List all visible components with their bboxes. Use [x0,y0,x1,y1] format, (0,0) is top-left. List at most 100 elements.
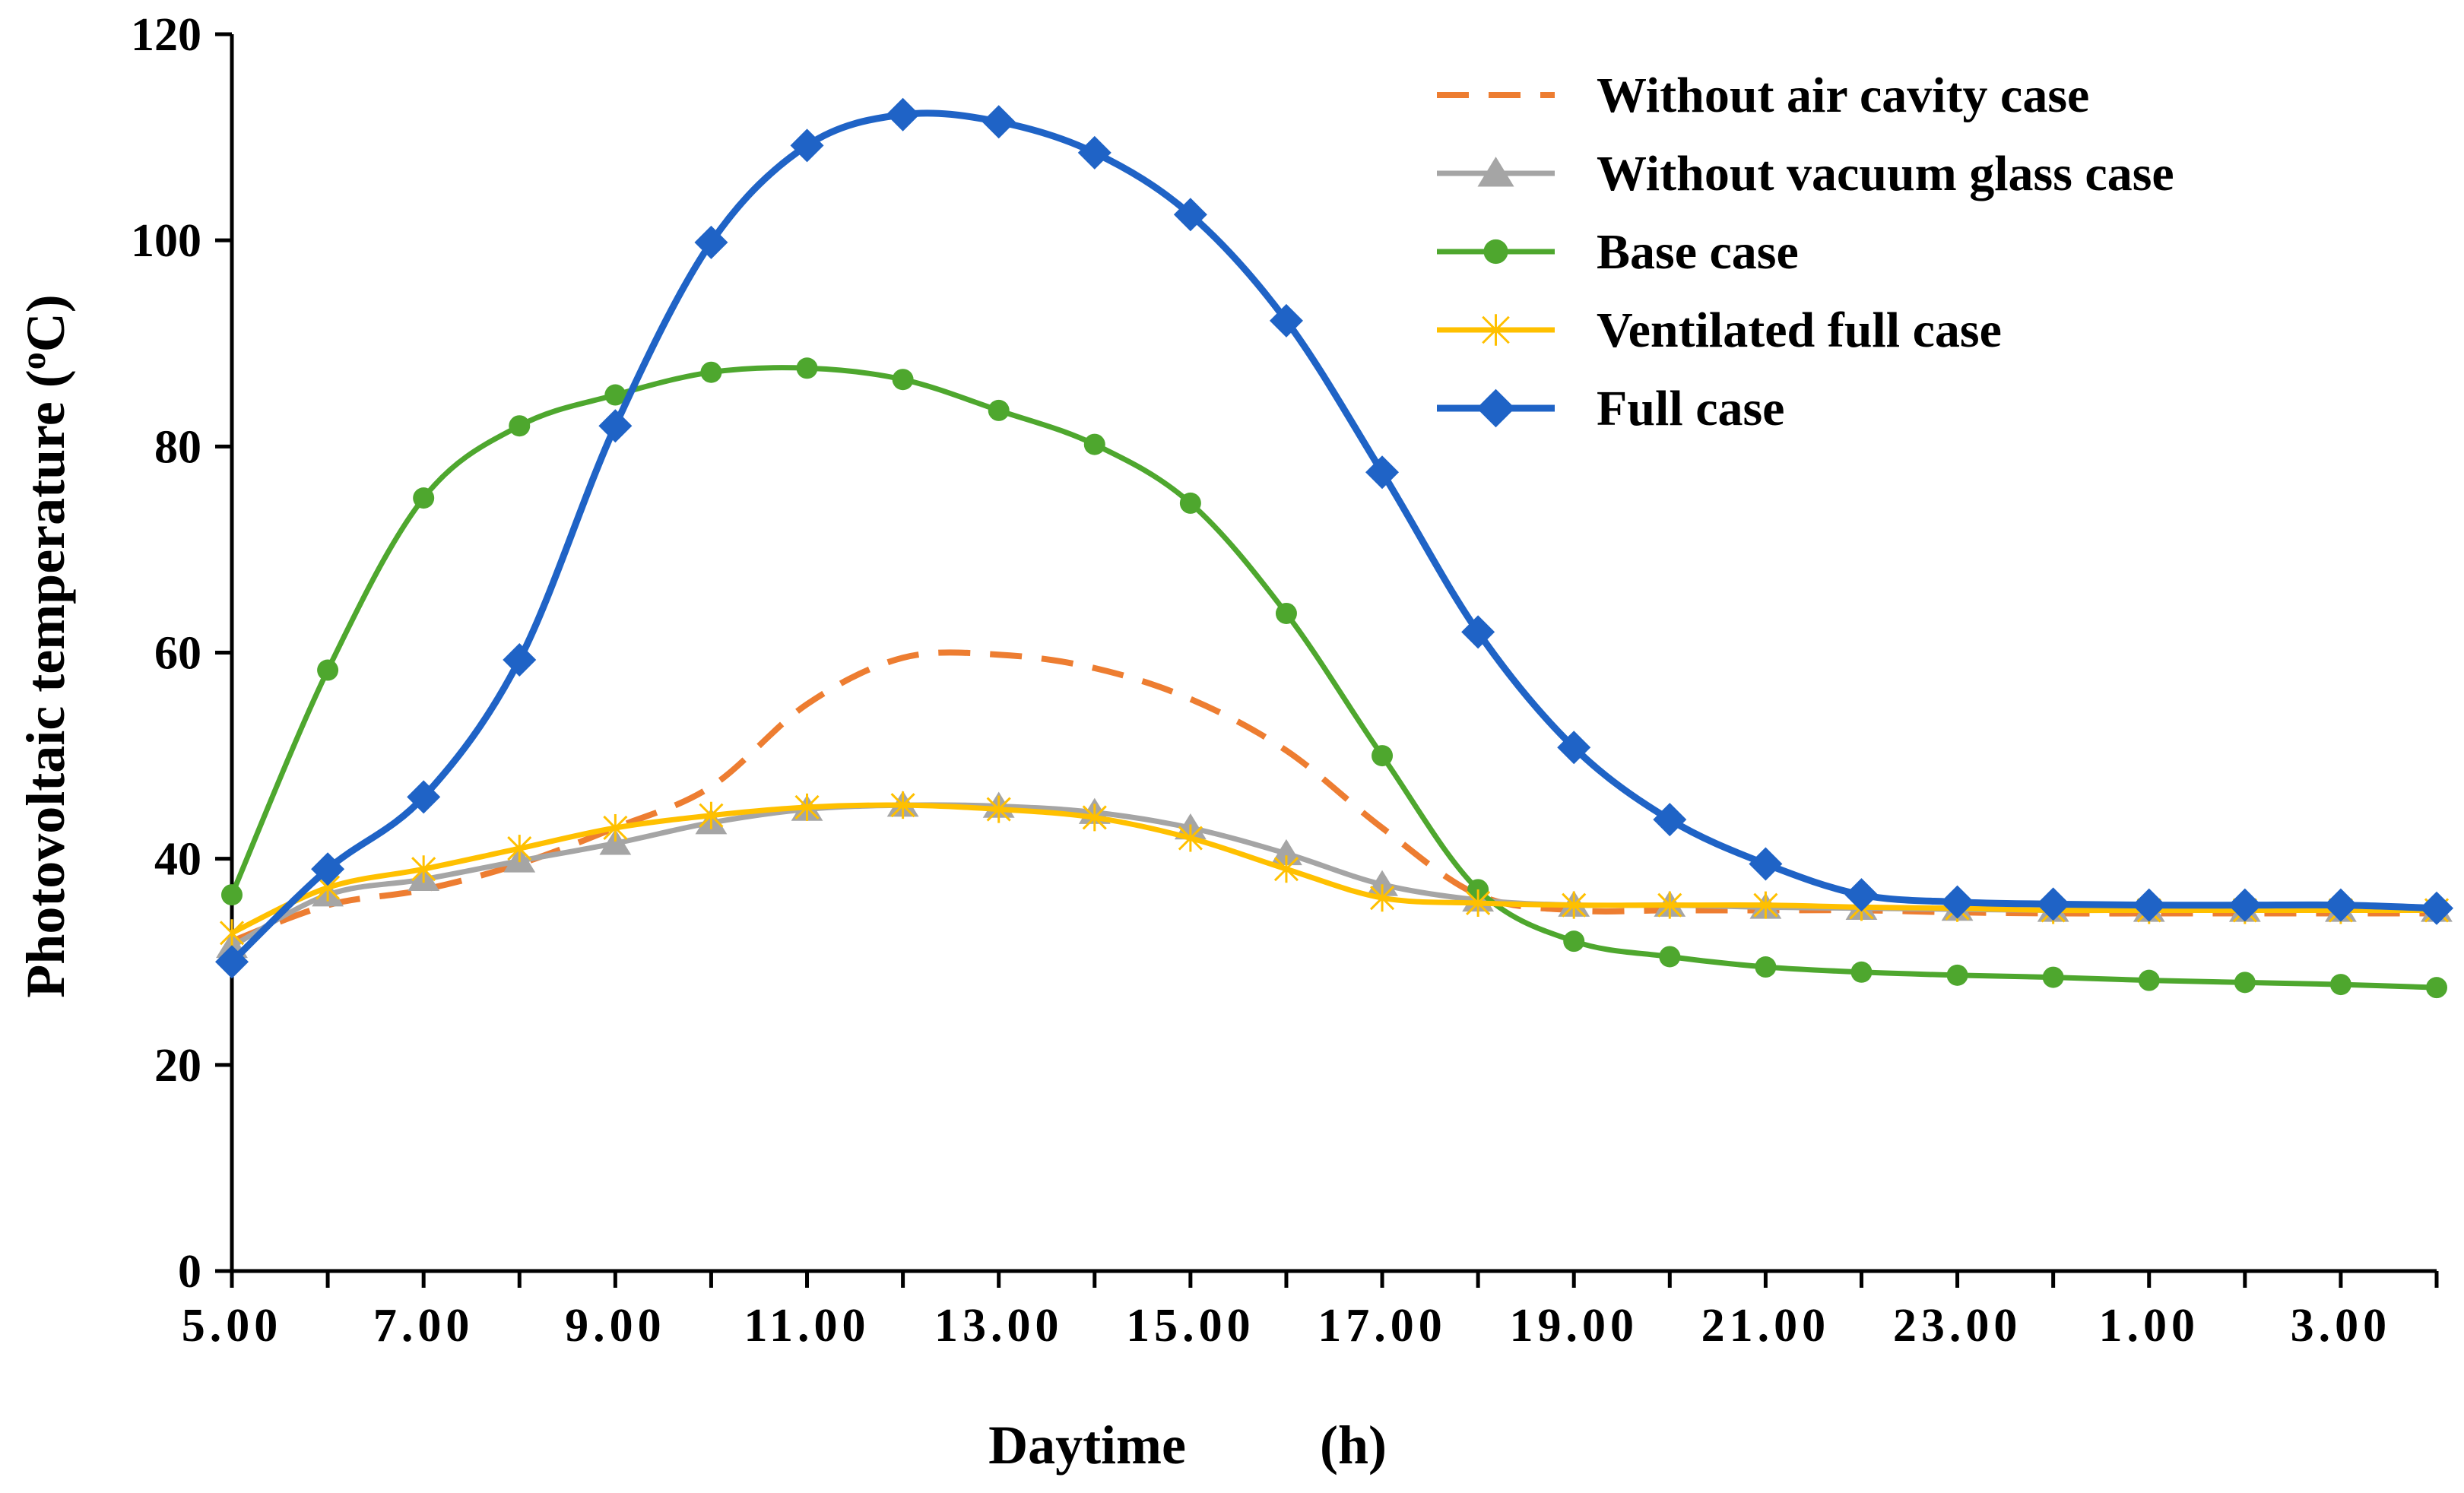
x-tick-label: 5.00 [182,1300,283,1352]
y-tick-label: 100 [131,215,201,267]
y-tick-label: 20 [154,1040,201,1092]
y-tick-label: 40 [154,834,201,886]
data-point [1844,878,1879,912]
data-point [1755,956,1777,978]
data-point [1946,964,1968,986]
x-tick-label: 19.00 [1509,1300,1638,1352]
legend-marker [1477,157,1514,187]
data-point [598,409,633,443]
data-point [2234,972,2256,994]
series-line [229,365,2437,991]
series-ventilated-full-case [219,791,2450,947]
legend-label: Base case [1597,224,1799,280]
series-line [230,802,2437,949]
data-point [2042,966,2064,988]
data-point [509,415,531,437]
data-point [1270,838,1302,866]
data-point [988,399,1010,421]
data-point [407,780,441,814]
data-point [311,852,345,886]
data-point [1563,930,1585,953]
data-point [2420,891,2453,925]
data-point [1372,745,1394,767]
data-point [1562,891,1587,919]
data-point [1077,135,1111,170]
data-point [700,361,722,383]
legend: Without air cavity case Without vacuum gl… [1437,68,2174,436]
data-point [221,884,243,906]
data-point [604,384,626,406]
x-tick-label: 13.00 [934,1300,1064,1352]
data-point [2329,974,2351,996]
x-tick-label: 1.00 [2098,1300,2199,1352]
legend-label: Without air cavity case [1597,68,2089,123]
x-tick-label: 15.00 [1126,1300,1255,1352]
data-point [2132,888,2166,922]
data-point [986,795,1011,823]
series-without-vacuum-glass-case [216,791,2453,959]
data-point [1178,824,1203,852]
y-tick-label: 0 [178,1246,201,1298]
data-point [2228,888,2262,922]
data-point [1557,731,1591,765]
data-point [892,369,914,391]
data-point [411,855,436,883]
x-tick-label: 7.00 [373,1300,474,1352]
data-point [886,97,920,132]
legend-item: Without air cavity case [1437,68,2089,123]
data-point [2036,887,2070,921]
data-point [1179,492,1201,514]
series-base-case [221,357,2447,999]
series-line [229,109,2437,965]
series-line [230,649,2437,944]
legend-item: Ventilated full case [1437,303,2002,358]
x-axis-title: Daytime [988,1415,1186,1476]
data-point [1850,961,1873,983]
legend-marker [1476,388,1515,428]
data-point [1653,803,1687,837]
data-point [699,801,724,829]
data-point [1461,615,1495,649]
data-point [317,659,339,681]
data-point [1753,891,1778,919]
data-point [796,357,818,379]
data-point [1083,433,1105,455]
series-without-air-cavity-case [230,649,2437,944]
y-axis-title: Photovoltaic temperature (oC) [14,294,77,997]
x-tick-label: 11.00 [744,1300,870,1352]
legend-label: Ventilated full case [1597,303,2002,358]
data-point [503,642,537,677]
x-tick-label: 3.00 [2291,1300,2392,1352]
y-tick-label: 120 [131,9,201,61]
data-point [603,813,628,842]
series-line [230,802,2437,936]
data-point [694,225,728,259]
y-tick-label: 60 [154,628,201,680]
legend-marker [1483,239,1508,265]
x-tick-label: 9.00 [565,1300,666,1352]
data-point [599,829,632,855]
x-tick-label: 21.00 [1701,1300,1831,1352]
legend-label: Without vacuum glass case [1597,146,2174,201]
data-point [981,105,1016,139]
data-point [890,791,915,819]
data-point [507,835,532,863]
data-point [1082,804,1107,832]
data-point [1466,889,1491,917]
series-layer [215,97,2453,999]
data-point [1657,891,1682,919]
x-tick-label: 23.00 [1893,1300,2022,1352]
y-tick-label: 80 [154,421,201,473]
data-point [2426,977,2447,999]
data-point [1269,303,1303,338]
data-point [413,487,435,509]
legend-marker [1482,314,1510,346]
data-point [1275,602,1297,624]
x-axis-unit: (h) [1320,1415,1387,1476]
legend-item: Base case [1437,224,1799,280]
data-point [1659,946,1681,968]
data-point [1273,855,1299,883]
data-point [1749,847,1783,881]
data-point [1369,884,1395,912]
